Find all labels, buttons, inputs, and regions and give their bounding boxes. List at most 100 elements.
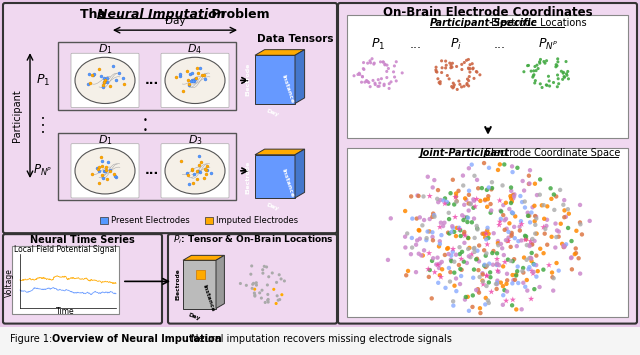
Point [447,249,458,255]
Point [502,238,513,244]
Point [451,233,461,239]
Text: Electrode Coordinate Space: Electrode Coordinate Space [482,148,620,158]
Point [559,243,570,249]
Point [566,255,577,260]
Point [368,78,378,83]
Point [413,227,424,233]
Point [477,278,488,284]
Point [381,75,392,80]
Point [467,219,477,225]
Point [436,70,447,75]
Point [391,59,401,65]
Point [431,69,442,74]
Point [467,162,477,168]
Point [354,70,364,76]
Point [391,78,401,84]
Point [520,233,530,239]
Point [480,230,490,236]
Text: Figure 1:: Figure 1: [10,334,56,344]
Point [567,267,577,272]
Point [436,220,446,225]
Point [464,308,474,313]
Text: On-Brain Electrode Coordinates: On-Brain Electrode Coordinates [383,6,593,18]
Point [520,237,531,242]
Text: $P_{N^P}$: $P_{N^P}$ [538,37,558,52]
Point [379,83,389,88]
Point [257,288,267,293]
Point [437,65,447,71]
Point [378,59,388,65]
Point [367,56,377,61]
Point [487,185,497,191]
Polygon shape [183,260,216,308]
Point [517,199,527,205]
Point [422,229,433,234]
Point [448,80,458,86]
Point [422,235,432,241]
Point [484,300,494,306]
Text: $D_3$: $D_3$ [188,133,202,147]
Point [481,283,492,289]
Ellipse shape [75,148,135,194]
Point [499,287,509,293]
Point [548,192,559,197]
Point [530,181,540,187]
Point [440,196,450,201]
Point [263,296,273,302]
Text: ...: ... [410,38,422,51]
Point [427,258,437,264]
Point [506,188,516,194]
Point [561,241,572,247]
Text: Voltage: Voltage [4,268,13,297]
Point [524,213,534,219]
Point [472,226,483,232]
Point [493,269,504,275]
Point [528,269,538,275]
Point [512,268,522,274]
Point [501,216,511,222]
Point [525,238,536,244]
Point [451,198,461,204]
Point [534,192,545,197]
Point [461,197,472,203]
Point [506,244,516,250]
Point [481,231,492,237]
Point [435,272,445,278]
Text: Instance: Instance [201,284,215,313]
Point [433,255,443,261]
Point [561,71,572,77]
Point [262,282,273,288]
Point [518,178,528,184]
Text: Imputed Electrodes: Imputed Electrodes [216,216,298,225]
Point [541,82,552,88]
Point [482,242,492,247]
Point [370,80,380,86]
Point [498,302,508,308]
Point [374,83,384,89]
Point [508,272,518,278]
Point [369,61,379,67]
Point [451,191,461,196]
Point [462,260,472,266]
Point [454,226,465,232]
Point [472,223,482,229]
Point [473,288,483,294]
Point [547,196,557,202]
Point [432,69,442,75]
Point [518,270,529,275]
Point [483,235,493,241]
Text: Electrode: Electrode [246,160,250,193]
Point [492,262,502,268]
Point [419,247,429,253]
Point [472,248,483,253]
Point [435,79,445,84]
Point [492,262,502,267]
Point [499,162,509,167]
Point [416,253,426,258]
Point [455,281,465,287]
Point [525,242,535,248]
Point [465,69,475,75]
Point [495,198,505,203]
Text: Local Field Potential Signal: Local Field Potential Signal [13,245,116,254]
Point [455,228,465,233]
